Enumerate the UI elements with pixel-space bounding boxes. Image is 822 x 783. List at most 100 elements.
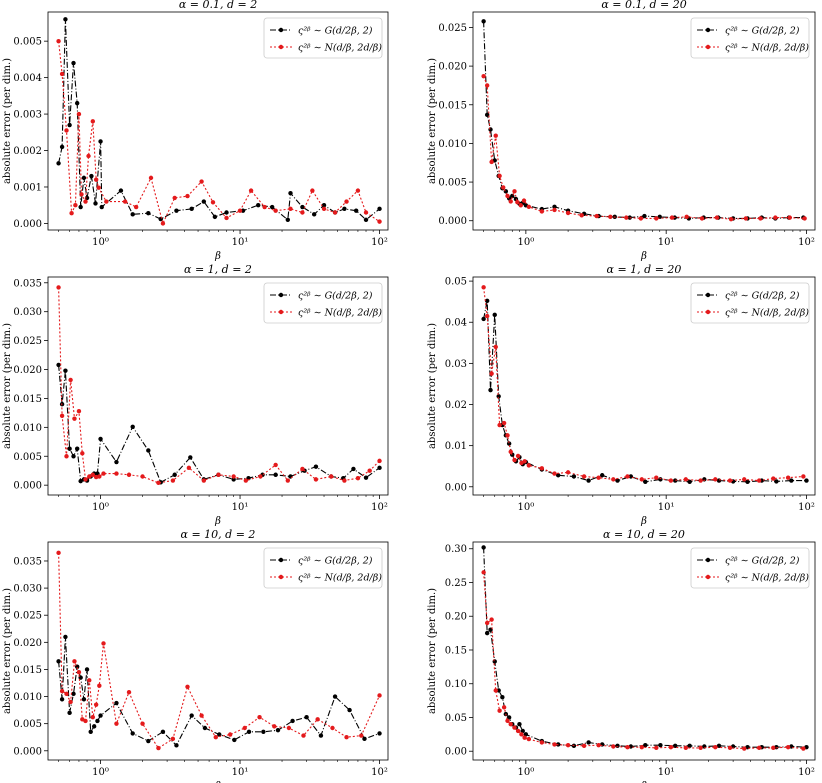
data-point: [506, 715, 512, 720]
data-point: [785, 475, 791, 480]
data-point: [505, 718, 510, 724]
data-point: [702, 477, 707, 482]
data-point: [571, 474, 577, 479]
data-point: [315, 717, 320, 722]
y-tick-label: 0.04: [445, 318, 467, 329]
data-layer: [481, 285, 809, 485]
legend: ς²ᵝ ∼ G(d/2β, 2) ς²ᵝ ∼ N(d/β, 2d/β): [263, 282, 383, 324]
data-point: [363, 217, 369, 222]
data-point: [242, 725, 247, 731]
y-tick-label: 0.25: [445, 578, 467, 589]
data-point: [74, 664, 80, 669]
data-point: [377, 693, 382, 698]
series-line-2: [58, 287, 380, 484]
data-point: [484, 112, 490, 118]
data-point: [78, 478, 83, 484]
series-line-2: [58, 41, 380, 226]
data-point: [727, 478, 733, 483]
y-axis-label: absolute error (per dim.): [427, 588, 438, 714]
data-point: [756, 478, 762, 483]
data-point: [515, 728, 521, 734]
legend-marker: [705, 27, 711, 33]
data-point: [505, 433, 510, 438]
legend-box: [263, 17, 383, 59]
data-point: [481, 285, 486, 290]
data-point: [81, 697, 87, 702]
series-line-2: [483, 572, 804, 750]
data-point: [76, 408, 82, 414]
data-point: [594, 213, 599, 219]
plot-frame: [47, 11, 389, 231]
data-point: [63, 634, 68, 640]
data-point: [501, 185, 506, 190]
y-tick-label: 0.030: [13, 307, 42, 318]
data-point: [758, 216, 763, 221]
legend-marker: [705, 44, 711, 50]
data-point: [801, 474, 806, 479]
data-point: [237, 208, 243, 213]
data-point: [687, 743, 692, 749]
y-tick-label: 0.004: [13, 73, 42, 84]
data-point: [488, 127, 493, 132]
data-point: [489, 371, 494, 376]
chart-panel-1: α = 0.1, d = 2 10⁰ 10¹ 10² 0.000 0.001 0.002 0.…: [2, 0, 389, 262]
legend-marker: [278, 309, 284, 315]
data-point: [344, 199, 349, 204]
legend-box: [263, 282, 383, 324]
data-point: [565, 210, 571, 216]
plot-frame: [47, 276, 389, 496]
data-point: [273, 472, 278, 477]
data-point: [80, 451, 85, 456]
data-point: [59, 688, 65, 694]
data-point: [288, 206, 293, 212]
data-point: [512, 457, 517, 463]
data-point: [344, 735, 349, 740]
data-point: [64, 454, 69, 459]
data-point: [140, 721, 145, 726]
data-point: [63, 17, 68, 22]
data-point: [290, 718, 295, 724]
data-point: [771, 745, 776, 751]
y-tick-label: 0.005: [13, 37, 42, 48]
legend: ς²ᵝ ∼ G(d/2β, 2) ς²ᵝ ∼ N(d/β, 2d/β): [690, 17, 810, 59]
data-point: [654, 475, 659, 480]
data-point: [262, 204, 267, 210]
y-axis-label: absolute error (per dim.): [2, 323, 13, 449]
data-point: [505, 193, 510, 199]
chart-panel-2: α = 0.1, d = 20 10⁰ 10¹ 10² 0.000 0.005 0.010 0…: [427, 0, 816, 262]
data-point: [743, 216, 749, 221]
data-point: [330, 725, 335, 731]
legend-label: ς²ᵝ ∼ G(d/2β, 2): [298, 291, 373, 302]
data-point: [272, 724, 277, 729]
data-point: [93, 177, 99, 182]
x-axis-label: β: [214, 251, 221, 262]
data-point: [377, 219, 382, 224]
x-tick-label: 10²: [798, 767, 815, 778]
data-point: [146, 448, 151, 453]
data-point: [87, 474, 92, 479]
plot-frame: [472, 11, 816, 231]
legend-marker: [705, 309, 711, 315]
data-point: [501, 705, 507, 710]
data-point: [257, 714, 262, 720]
x-tick-label: 10¹: [658, 767, 675, 778]
data-point: [199, 179, 204, 184]
y-tick-label: 0.00: [445, 747, 467, 758]
x-tick-label: 10²: [798, 502, 815, 513]
data-point: [114, 471, 119, 476]
y-tick-label: 0.000: [13, 481, 42, 492]
x-tick-label: 10²: [371, 502, 388, 513]
data-point: [727, 745, 733, 751]
data-point: [122, 199, 128, 204]
data-point: [86, 153, 91, 159]
y-tick-label: 0.15: [445, 645, 467, 656]
data-point: [273, 208, 278, 213]
data-point: [668, 744, 674, 750]
data-point: [515, 199, 520, 205]
data-point: [512, 189, 517, 194]
data-point: [256, 203, 261, 208]
data-point: [526, 204, 532, 210]
data-point: [69, 211, 74, 216]
data-point: [130, 424, 135, 429]
data-point: [774, 479, 779, 484]
